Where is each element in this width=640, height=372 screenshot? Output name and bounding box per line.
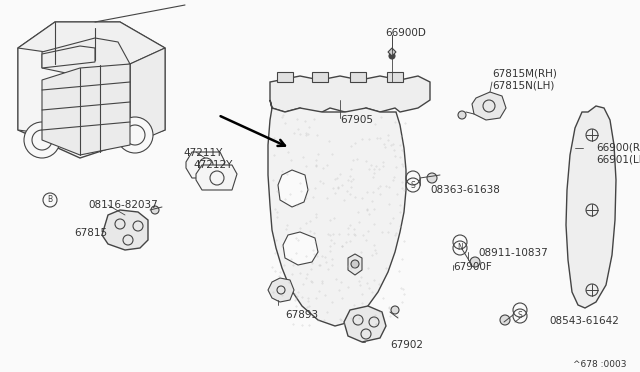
Text: S: S bbox=[411, 180, 415, 189]
Text: N: N bbox=[457, 244, 463, 253]
Polygon shape bbox=[348, 254, 362, 275]
Circle shape bbox=[117, 117, 153, 153]
Polygon shape bbox=[278, 170, 308, 207]
Circle shape bbox=[458, 111, 466, 119]
Polygon shape bbox=[344, 306, 386, 342]
Polygon shape bbox=[268, 100, 406, 326]
Text: S: S bbox=[518, 311, 522, 321]
Text: 08911-10837: 08911-10837 bbox=[478, 248, 548, 258]
Polygon shape bbox=[42, 64, 130, 155]
Polygon shape bbox=[387, 72, 403, 82]
Circle shape bbox=[24, 122, 60, 158]
Text: 47211Y: 47211Y bbox=[183, 148, 222, 158]
Text: ^678 :0003: ^678 :0003 bbox=[573, 360, 627, 369]
Polygon shape bbox=[277, 72, 293, 82]
Circle shape bbox=[351, 260, 359, 268]
Polygon shape bbox=[283, 232, 318, 265]
Polygon shape bbox=[186, 152, 225, 178]
Text: 67815: 67815 bbox=[74, 228, 107, 238]
Text: 67902: 67902 bbox=[390, 340, 423, 350]
Polygon shape bbox=[18, 22, 165, 64]
Text: 66900D: 66900D bbox=[385, 28, 426, 38]
Circle shape bbox=[500, 315, 510, 325]
Text: 08116-82037: 08116-82037 bbox=[88, 200, 157, 210]
Circle shape bbox=[470, 257, 480, 267]
Text: 66901(LH): 66901(LH) bbox=[596, 154, 640, 164]
Polygon shape bbox=[472, 92, 506, 120]
Polygon shape bbox=[42, 38, 130, 76]
Circle shape bbox=[125, 125, 145, 145]
Polygon shape bbox=[268, 278, 294, 302]
Polygon shape bbox=[566, 106, 616, 308]
Circle shape bbox=[32, 130, 52, 150]
Polygon shape bbox=[270, 76, 430, 112]
Text: 47212Y: 47212Y bbox=[193, 160, 232, 170]
Text: 67893: 67893 bbox=[285, 310, 318, 320]
Circle shape bbox=[389, 53, 395, 59]
Polygon shape bbox=[130, 48, 165, 145]
Polygon shape bbox=[312, 72, 328, 82]
Text: 67900F: 67900F bbox=[453, 262, 492, 272]
Polygon shape bbox=[196, 165, 237, 190]
Circle shape bbox=[427, 173, 437, 183]
Polygon shape bbox=[350, 72, 366, 82]
Text: 08543-61642: 08543-61642 bbox=[549, 316, 619, 326]
Polygon shape bbox=[102, 210, 148, 250]
Circle shape bbox=[151, 206, 159, 214]
Polygon shape bbox=[42, 46, 95, 68]
Text: 67905: 67905 bbox=[340, 115, 373, 125]
Polygon shape bbox=[18, 22, 165, 158]
Circle shape bbox=[391, 306, 399, 314]
Text: 66900(RH): 66900(RH) bbox=[596, 142, 640, 152]
Text: 67815M(RH): 67815M(RH) bbox=[492, 68, 557, 78]
Polygon shape bbox=[388, 48, 396, 56]
Polygon shape bbox=[18, 48, 130, 145]
Text: 08363-61638: 08363-61638 bbox=[430, 185, 500, 195]
Text: 67815N(LH): 67815N(LH) bbox=[492, 80, 554, 90]
Text: B: B bbox=[47, 196, 52, 205]
